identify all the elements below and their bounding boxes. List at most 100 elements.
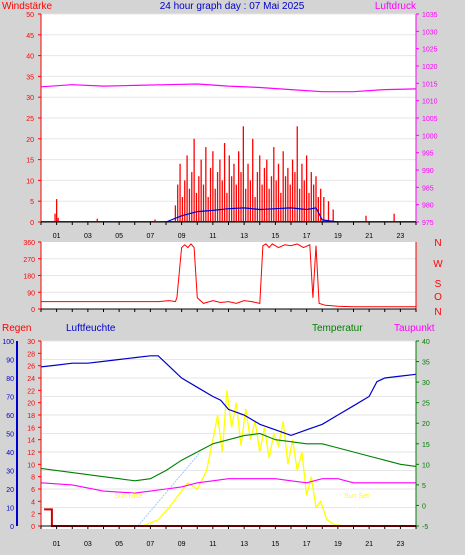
- wind-left-tick-label: 10: [26, 178, 34, 185]
- taupunkt-label: Taupunkt: [394, 323, 435, 334]
- pressure-right-tick-label: 1005: [422, 116, 438, 123]
- weather-x-tick-label: 07: [146, 541, 154, 548]
- direction-left-tick-label: 0: [31, 307, 35, 314]
- pressure-right-tick-label: 1030: [422, 29, 438, 36]
- temperature-tick-label: 10: [422, 462, 430, 469]
- wind-x-tick-label: 17: [303, 233, 311, 240]
- compass-label: W: [433, 259, 443, 270]
- wind-x-tick-label: 07: [146, 233, 154, 240]
- regen-tick-label: 24: [27, 376, 35, 383]
- humidity-tick-label: 30: [6, 469, 14, 476]
- weather-x-tick-label: 17: [303, 541, 311, 548]
- regen-tick-label: 2: [31, 512, 35, 519]
- regen-tick-label: 0: [31, 524, 35, 531]
- wind-x-tick-label: 11: [209, 233, 216, 240]
- pressure-right-tick-label: 995: [422, 151, 434, 158]
- regen-tick-label: 22: [27, 388, 35, 395]
- weather-x-tick-label: 19: [334, 541, 342, 548]
- temperature-tick-label: 40: [422, 339, 430, 346]
- chart-title: 24 hour graph day : 07 Mai 2025: [160, 1, 305, 12]
- humidity-tick-label: 20: [6, 487, 14, 494]
- pressure-right-tick-label: 1020: [422, 64, 438, 71]
- wind-x-tick-label: 13: [240, 233, 248, 240]
- regen-tick-label: 20: [27, 401, 35, 408]
- regen-tick-label: 6: [31, 487, 35, 494]
- temperature-tick-label: 30: [422, 380, 430, 387]
- weather-x-tick-label: 15: [271, 541, 279, 548]
- weather-x-tick-label: 01: [53, 541, 61, 548]
- regen-label: Regen: [2, 323, 31, 334]
- humidity-tick-label: 60: [6, 413, 14, 420]
- wind-left-tick-label: 35: [26, 74, 34, 81]
- regen-tick-label: 8: [31, 475, 35, 482]
- wind-average-line: [165, 207, 338, 223]
- pressure-line: [40, 83, 417, 93]
- compass-label: O: [434, 292, 442, 303]
- wind-x-tick-label: 21: [365, 233, 373, 240]
- temperature-tick-label: 5: [422, 483, 426, 490]
- regen-tick-label: 30: [27, 339, 35, 346]
- wind-left-tick-label: 45: [26, 33, 34, 40]
- humidity-tick-label: 80: [6, 376, 14, 383]
- regen-tick-label: 4: [31, 499, 35, 506]
- temperatur-label: Temperatur: [312, 323, 363, 334]
- temperature-tick-label: 15: [422, 442, 430, 449]
- wind-x-tick-label: 09: [178, 233, 186, 240]
- weather-x-tick-label: 23: [396, 541, 404, 548]
- weather-x-tick-label: 11: [209, 541, 216, 548]
- weather-plot-area: [41, 341, 416, 529]
- wind-x-tick-label: 05: [115, 233, 123, 240]
- wind-x-tick-label: 15: [271, 233, 279, 240]
- humidity-tick-label: 10: [6, 506, 14, 513]
- wind-direction-line: [41, 243, 416, 308]
- humidity-tick-label: 40: [6, 450, 14, 457]
- compass-label: S: [435, 279, 442, 290]
- humidity-tick-label: 90: [6, 358, 14, 365]
- regen-tick-label: 12: [27, 450, 35, 457]
- pressure-right-tick-label: 1010: [422, 99, 438, 106]
- luftfeuchte-label: Luftfeuchte: [66, 323, 116, 334]
- windstaerke-label: Windstärke: [2, 1, 52, 12]
- temperature-line: [40, 432, 417, 482]
- weather-x-tick-label: 03: [84, 541, 92, 548]
- humidity-tick-label: 0: [10, 524, 14, 531]
- pressure-right-tick-label: 980: [422, 203, 434, 210]
- solar-line: [142, 390, 346, 527]
- dewpoint-line: [40, 478, 416, 494]
- pressure-right-tick-label: 1000: [422, 133, 438, 140]
- direction-left-tick-label: 270: [23, 257, 35, 264]
- weather-x-tick-label: 09: [178, 541, 186, 548]
- wind-left-tick-label: 25: [26, 116, 34, 123]
- humidity-tick-label: 70: [6, 395, 14, 402]
- pressure-right-tick-label: 1035: [422, 12, 438, 19]
- weather-x-tick-label: 21: [365, 541, 373, 548]
- humidity-tick-label: 50: [6, 432, 14, 439]
- wind-x-tick-label: 03: [84, 233, 92, 240]
- humidity-line: [40, 355, 417, 437]
- axes-layer: 0510152025303540455097598098599099510001…: [2, 12, 443, 548]
- luftdruck-label: Luftdruck: [375, 1, 417, 12]
- wind-x-tick-label: 19: [334, 233, 342, 240]
- compass-label: N: [434, 307, 441, 318]
- wind-left-tick-label: 15: [26, 158, 34, 165]
- weather-x-tick-label: 13: [240, 541, 248, 548]
- temperature-tick-label: -5: [422, 524, 428, 531]
- pressure-right-tick-label: 1025: [422, 47, 438, 54]
- direction-left-tick-label: 90: [27, 290, 35, 297]
- weather-x-tick-label: 05: [115, 541, 123, 548]
- regen-tick-label: 26: [27, 364, 35, 371]
- pressure-right-tick-label: 1015: [422, 81, 438, 88]
- regen-tick-label: 18: [27, 413, 35, 420]
- wind-left-tick-label: 20: [26, 137, 34, 144]
- wind-x-tick-label: 23: [396, 233, 404, 240]
- wind-left-tick-label: 40: [26, 54, 34, 61]
- wind-left-tick-label: 0: [30, 220, 34, 227]
- pressure-right-tick-label: 975: [422, 220, 434, 227]
- direction-left-tick-label: 360: [23, 240, 35, 247]
- sunrise-label: Sun Rise: [114, 493, 143, 500]
- regen-tick-label: 14: [27, 438, 35, 445]
- temperature-tick-label: 25: [422, 401, 430, 408]
- wind-left-tick-label: 5: [30, 199, 34, 206]
- temperature-tick-label: 35: [422, 360, 430, 367]
